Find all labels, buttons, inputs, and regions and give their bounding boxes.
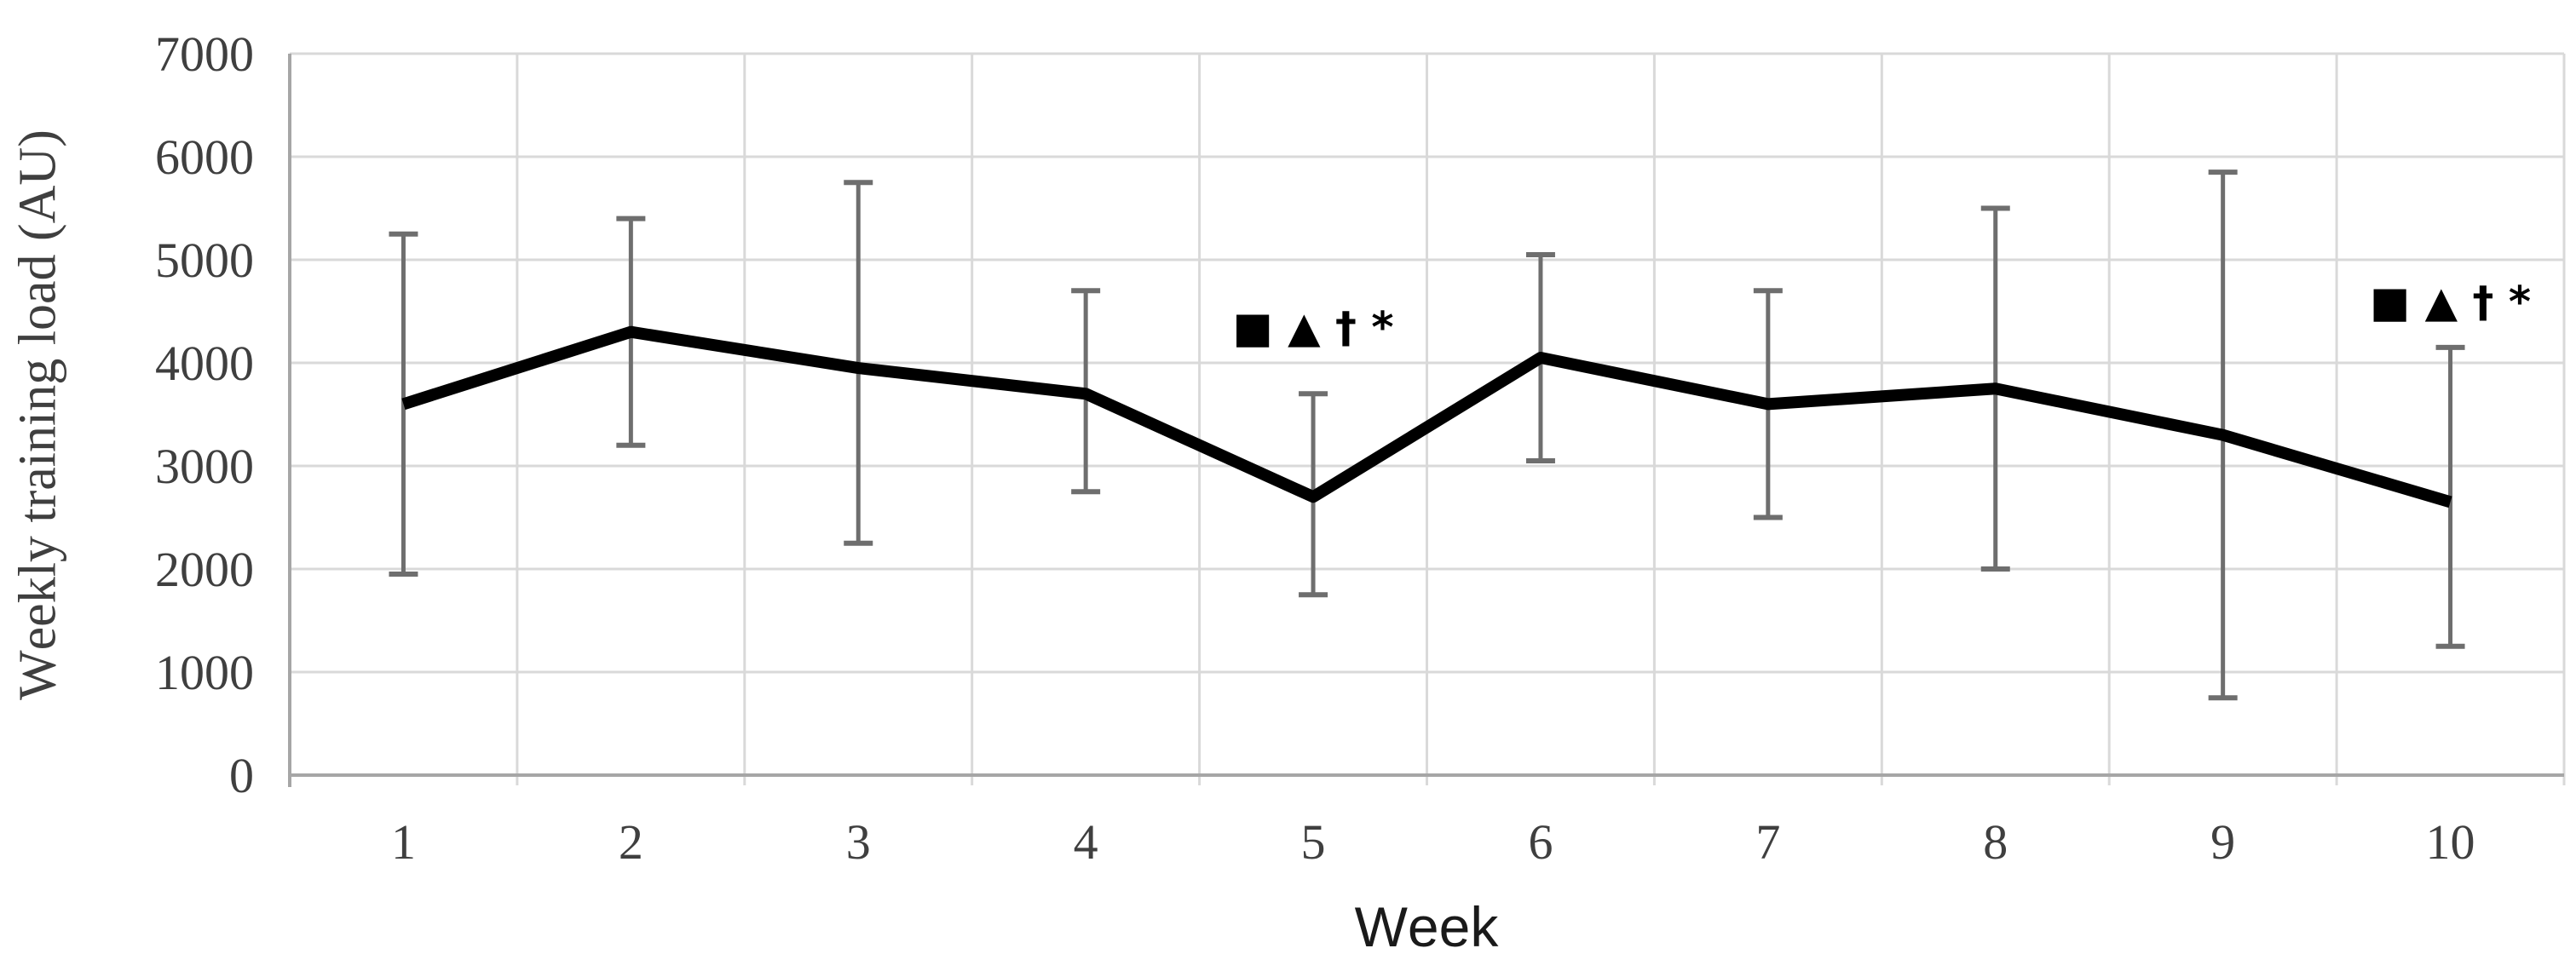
y-tick-label: 0: [229, 748, 254, 803]
x-tick-label: 7: [1755, 814, 1780, 870]
significance-markers: ■ ▲ † *: [1233, 303, 1394, 353]
significance-markers: ■ ▲ † *: [2370, 277, 2531, 326]
y-tick-label: 2000: [155, 542, 254, 597]
x-axis-title: Week: [1354, 895, 1499, 958]
x-tick-label: 4: [1074, 814, 1098, 870]
y-tick-label: 4000: [155, 336, 254, 391]
x-tick-label: 3: [846, 814, 871, 870]
series-line: [401, 325, 2452, 509]
x-tick-label: 9: [2210, 814, 2235, 870]
x-tick-label: 10: [2426, 814, 2475, 870]
y-tick-label: 1000: [155, 645, 254, 700]
x-tick-label: 2: [619, 814, 643, 870]
x-tick-label: 5: [1301, 814, 1326, 870]
y-tick-label: 5000: [155, 233, 254, 288]
y-axis-title: Weekly training load (AU): [9, 129, 67, 700]
x-tick-label: 6: [1528, 814, 1553, 870]
y-tick-label: 7000: [155, 26, 254, 82]
y-tick-label: 6000: [155, 129, 254, 185]
x-tick-label: 1: [391, 814, 416, 870]
x-tick-label: 8: [1983, 814, 2008, 870]
y-tick-label: 3000: [155, 439, 254, 494]
